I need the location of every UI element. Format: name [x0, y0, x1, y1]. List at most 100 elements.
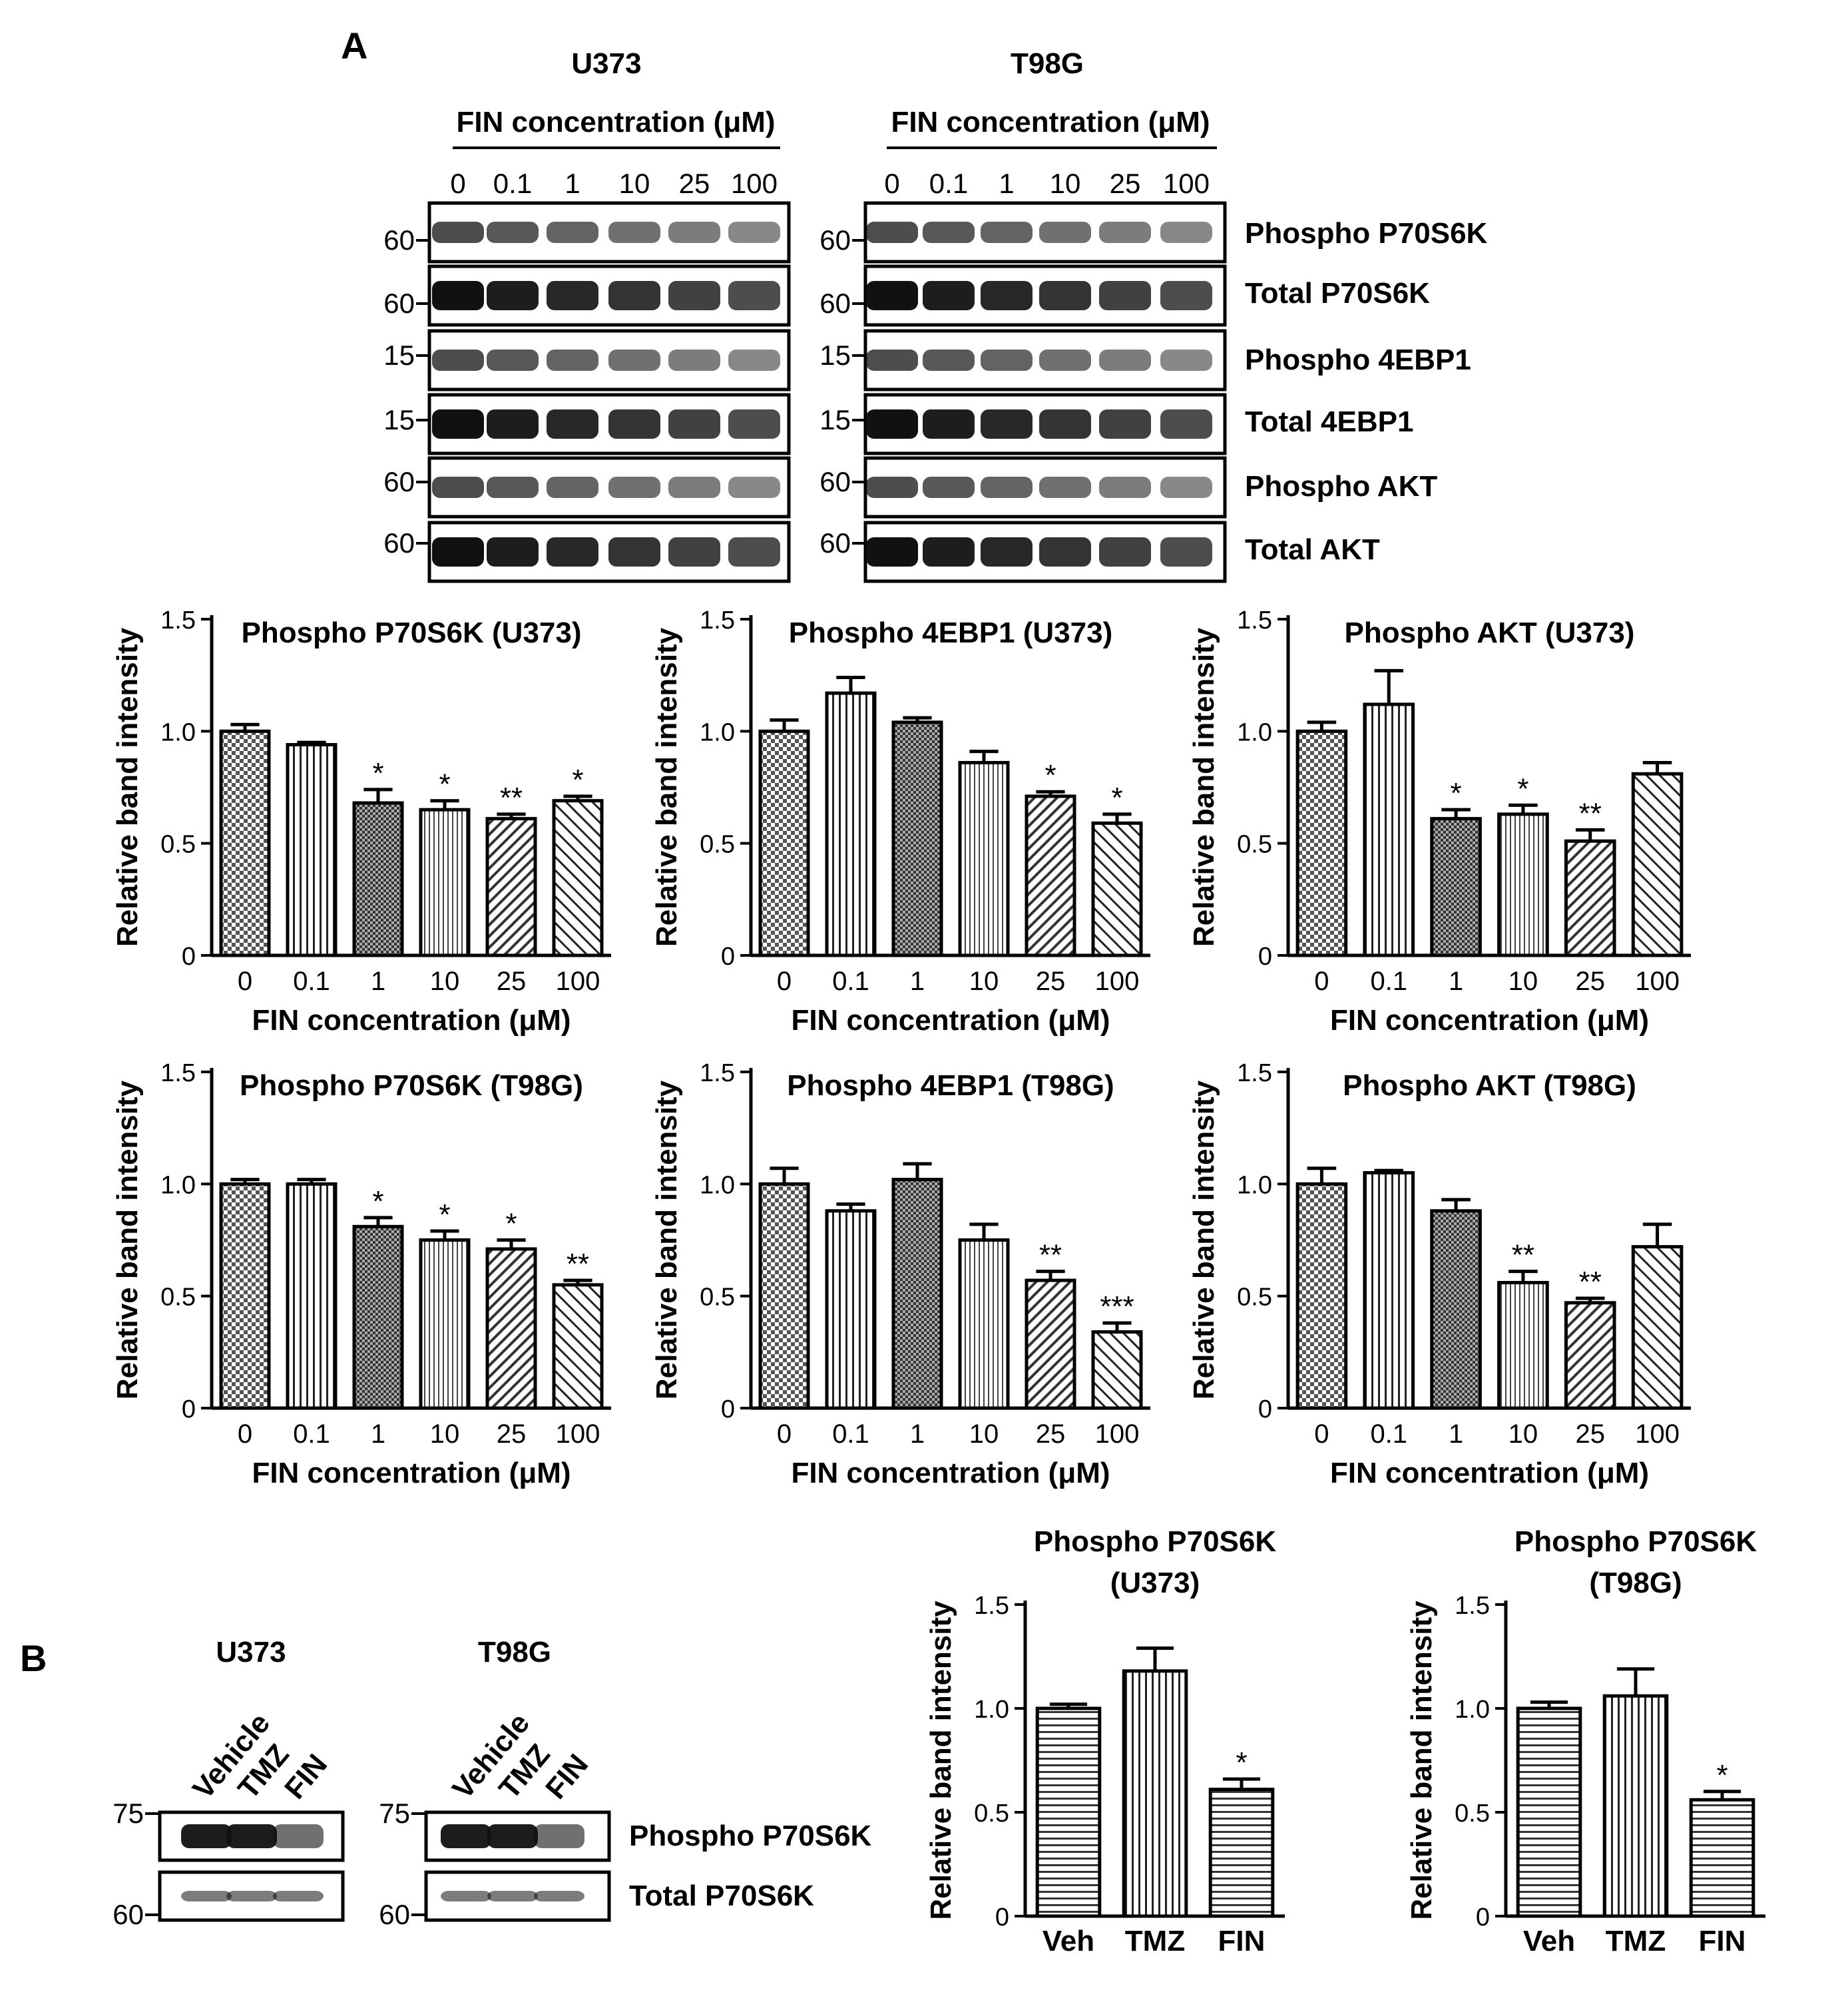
blot-band [1099, 350, 1151, 371]
x-tick-label: 0 [1314, 1419, 1329, 1449]
mw-marker: 60 [383, 466, 415, 497]
significance-mark: * [1044, 759, 1056, 792]
mw-marker: 60 [819, 527, 851, 559]
bar [1430, 817, 1482, 957]
x-tick-label: 0.1 [1370, 1419, 1407, 1449]
blot-band [981, 537, 1033, 567]
bar [1689, 1798, 1755, 1918]
blot-band [1099, 537, 1151, 567]
significance-mark: ** [500, 782, 523, 814]
blot-band [866, 409, 918, 439]
significance-mark: * [439, 768, 450, 801]
blot-band [668, 281, 720, 310]
blot-t98g-cellline: T98G [1011, 47, 1084, 80]
blot-band [1160, 350, 1212, 371]
blot-lane-label: 25 [679, 168, 710, 199]
y-tick-label: 0 [721, 1395, 735, 1423]
blot-band [981, 281, 1033, 310]
y-tick-label: 0.5 [1237, 831, 1272, 859]
x-tick-label: 1 [371, 967, 385, 996]
y-tick-label: 1.5 [1237, 607, 1272, 634]
x-tick-label: 0 [238, 967, 252, 996]
mw-marker: 15 [819, 340, 851, 371]
blot-row-label: Phospho AKT [1245, 470, 1437, 503]
significance-mark: * [1111, 782, 1122, 814]
mw-marker: 15 [383, 340, 415, 371]
blot-band [1099, 477, 1151, 498]
blot-band [1039, 477, 1091, 498]
blots-panel-a: 0 0.1 1 10 25 100 60 60 15 15 60 60 0 0.1 1 10 25 100 60 60… [383, 168, 1488, 583]
mw-marker: 75 [379, 1798, 410, 1829]
y-tick-label: 1.5 [700, 607, 735, 634]
x-axis-label: FIN concentration (μM) [252, 1457, 571, 1489]
bar [286, 743, 338, 957]
y-axis-label: Relative band intensity [111, 1080, 144, 1399]
blot-b-u373-cellline: U373 [216, 1636, 286, 1668]
blot-band [1099, 281, 1151, 310]
bar [485, 1247, 537, 1410]
y-tick-label: 1.0 [974, 1696, 1009, 1724]
mw-marker: 75 [113, 1798, 144, 1829]
blot-b-row-label: Total P70S6K [629, 1880, 814, 1912]
y-tick-label: 1.0 [700, 1171, 735, 1199]
blot-lane-label: 25 [1110, 168, 1141, 199]
y-tick-label: 1.0 [1237, 718, 1272, 746]
blot-band [608, 350, 660, 371]
x-tick-label: 25 [1576, 1419, 1606, 1449]
bar [1295, 729, 1348, 957]
bar [552, 1283, 604, 1410]
blot-band [432, 409, 484, 439]
blot-lane-label: 1 [565, 168, 580, 199]
blot-b-band [441, 1824, 491, 1848]
chart-5: 0 0.5 1.0 1.5 Relative band intensity Phospho… [650, 1059, 1150, 1489]
x-tick-label: 1 [1449, 967, 1463, 996]
y-axis-label: Relative band intensity [1405, 1601, 1438, 1920]
bar [1363, 1171, 1415, 1410]
bar [1208, 1788, 1275, 1918]
chart-1: 0 0.5 1.0 1.5 Relative band intensity Phospho… [111, 607, 611, 1037]
y-tick-label: 1.5 [160, 1059, 196, 1087]
x-tick-label: TMZ [1125, 1925, 1185, 1957]
blot-lane-label: 0.1 [493, 168, 532, 199]
bar [1363, 702, 1415, 957]
bar [1516, 1706, 1582, 1918]
blot-band [487, 350, 539, 371]
x-tick-label: 100 [556, 967, 600, 996]
mw-marker: 60 [383, 224, 415, 256]
chart-4: 0 0.5 1.0 1.5 Relative band intensity Phospho… [111, 1059, 611, 1489]
mw-marker: 15 [383, 404, 415, 435]
chart-title: Phospho AKT (T98G) [1343, 1069, 1636, 1102]
bar [219, 729, 271, 957]
blot-band [981, 409, 1033, 439]
blot-band [668, 537, 720, 567]
bar [825, 1209, 877, 1410]
y-tick-label: 1.0 [1237, 1171, 1272, 1199]
blot-row-label: Phospho 4EBP1 [1245, 344, 1471, 376]
significance-mark: * [1716, 1759, 1728, 1792]
blot-u373-axis-title: FIN concentration (μM) [456, 106, 775, 138]
x-tick-label: 25 [1036, 1419, 1066, 1449]
bar [1602, 1694, 1669, 1918]
significance-mark: * [505, 1208, 517, 1240]
blot-band [866, 281, 918, 310]
mw-marker: 60 [819, 288, 851, 319]
blot-band [547, 281, 598, 310]
y-tick-label: 0.5 [160, 1284, 196, 1312]
y-tick-label: 1.5 [1237, 1059, 1272, 1087]
significance-mark: ** [1039, 1239, 1062, 1272]
y-axis-label: Relative band intensity [925, 1601, 957, 1920]
blot-band [1099, 409, 1151, 439]
bar [419, 808, 471, 957]
blot-band [608, 281, 660, 310]
x-tick-label: 0 [777, 967, 792, 996]
blot-band [923, 222, 975, 243]
blot-band [432, 281, 484, 310]
significance-mark: * [1517, 772, 1528, 805]
x-tick-label: 100 [1095, 967, 1140, 996]
blot-row-label: Phospho P70S6K [1245, 217, 1488, 250]
blot-band [728, 350, 780, 371]
bar [825, 691, 877, 957]
blot-b-band [181, 1891, 232, 1901]
bar [1564, 1301, 1616, 1410]
significance-mark: * [1451, 777, 1462, 810]
